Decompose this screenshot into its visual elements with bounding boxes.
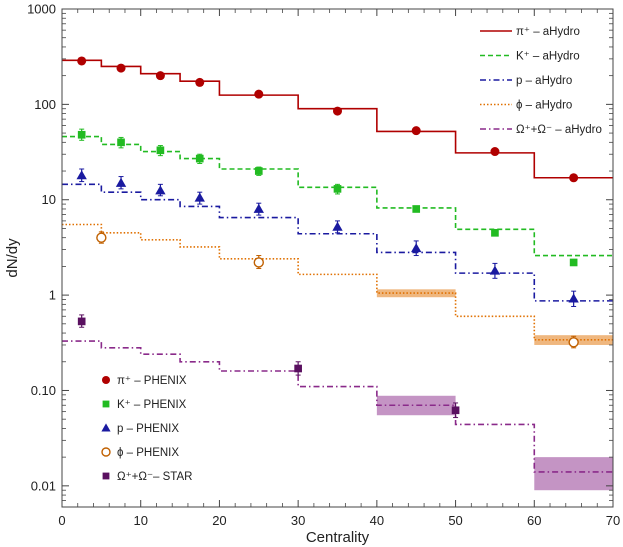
ahydro-band xyxy=(534,457,613,491)
p-phenix-point xyxy=(253,203,264,213)
k-phenix-point xyxy=(156,146,165,155)
phenix-point xyxy=(490,147,500,157)
y-tick-label: 0.10 xyxy=(31,383,56,398)
p-phenix-point xyxy=(568,293,579,303)
k-phenix-point xyxy=(117,138,125,147)
legend-label-ahydro: ϕ – aHydro xyxy=(516,100,572,112)
star-point xyxy=(451,406,460,415)
axes: 0 10 20 30 40 50 60 70 0.01 0.10 1 10 100 1000 xyxy=(27,2,620,529)
y-tick-label: 10 xyxy=(42,192,56,207)
x-tick-label: 40 xyxy=(370,513,384,528)
phenix-point xyxy=(96,232,107,243)
uncertainty-bands xyxy=(376,289,613,491)
legend-marker-k-phenix xyxy=(102,400,110,408)
p-phenix-point xyxy=(194,192,205,202)
y-axis-title: dN/dy xyxy=(4,238,21,278)
y-tick-label: 100 xyxy=(34,97,56,112)
ahydro-line xyxy=(62,340,613,473)
legend-data: π⁺ – PHENIX K⁺ – PHENIX p – PHENIX ϕ – PHEN… xyxy=(101,375,192,483)
k-phenix-point xyxy=(77,130,86,139)
p-phenix-point xyxy=(489,265,501,275)
star-point xyxy=(294,364,302,373)
legend-label-p-phenix: p – PHENIX xyxy=(117,423,179,435)
phenix-point xyxy=(195,77,205,87)
p-phenix-point xyxy=(332,221,343,231)
legend-marker-phenix xyxy=(101,447,111,457)
legend-label-ahydro: Ω⁺+Ω⁻ – aHydro xyxy=(516,124,602,136)
k-phenix-point xyxy=(491,228,499,237)
legend-hydro: π⁺ – aHydro K⁺ – aHydro p – aHydro ϕ – aHyd… xyxy=(480,26,602,136)
x-tick-label: 70 xyxy=(606,513,620,528)
k-phenix-point xyxy=(254,167,263,175)
k-phenix-point xyxy=(333,185,342,193)
k-phenix-point xyxy=(195,154,204,163)
p-phenix-point xyxy=(411,243,422,253)
ahydro-line xyxy=(62,223,613,341)
y-tick-label: 1000 xyxy=(27,2,56,17)
phenix-point xyxy=(568,337,579,348)
p-ahydro-line xyxy=(62,183,613,302)
legend-label-ahydro: π⁺ – aHydro xyxy=(516,26,580,38)
p-phenix-point xyxy=(115,177,127,187)
legend-marker-phenix xyxy=(102,376,110,384)
phenix-point xyxy=(569,173,579,183)
legend-label-k-ahydro: K⁺ – aHydro xyxy=(516,51,580,63)
phenix-point xyxy=(253,257,264,268)
legend-label-p-ahydro: p – aHydro xyxy=(516,75,572,87)
legend-label-phenix: π⁺ – PHENIX xyxy=(117,375,187,387)
y-tick-label: 0.01 xyxy=(31,478,56,493)
x-tick-label: 60 xyxy=(527,513,541,528)
k-phenix-point xyxy=(569,258,578,267)
legend-label-k-phenix: K⁺ – PHENIX xyxy=(117,399,187,411)
y-tick-label: 1 xyxy=(49,288,56,303)
plot-frame xyxy=(61,8,614,508)
p-phenix-point xyxy=(76,170,87,180)
ahydro-band xyxy=(376,395,456,416)
x-tick-label: 20 xyxy=(212,513,226,528)
ahydro-band xyxy=(376,289,456,298)
x-tick-label: 50 xyxy=(448,513,462,528)
legend-label-star: Ω⁺+Ω⁻– STAR xyxy=(117,471,192,483)
star-point xyxy=(77,317,86,326)
k-phenix-point xyxy=(412,205,421,213)
phenix-point xyxy=(333,106,342,116)
data-points xyxy=(76,56,579,419)
x-tick-label: 10 xyxy=(133,513,147,528)
legend-marker-p-phenix xyxy=(101,423,111,432)
k-ahydro-line xyxy=(62,135,613,257)
legend-marker-star xyxy=(102,472,110,480)
phenix-point xyxy=(254,89,264,99)
x-tick-label: 0 xyxy=(58,513,65,528)
phenix-point xyxy=(411,126,421,136)
p-phenix-point xyxy=(155,185,166,195)
x-axis-title: Centrality xyxy=(306,529,370,546)
legend-label-phenix: ϕ – PHENIX xyxy=(117,447,179,459)
phenix-point xyxy=(116,63,126,73)
x-tick-label: 30 xyxy=(291,513,305,528)
phenix-point xyxy=(77,56,87,66)
phenix-point xyxy=(155,71,165,81)
